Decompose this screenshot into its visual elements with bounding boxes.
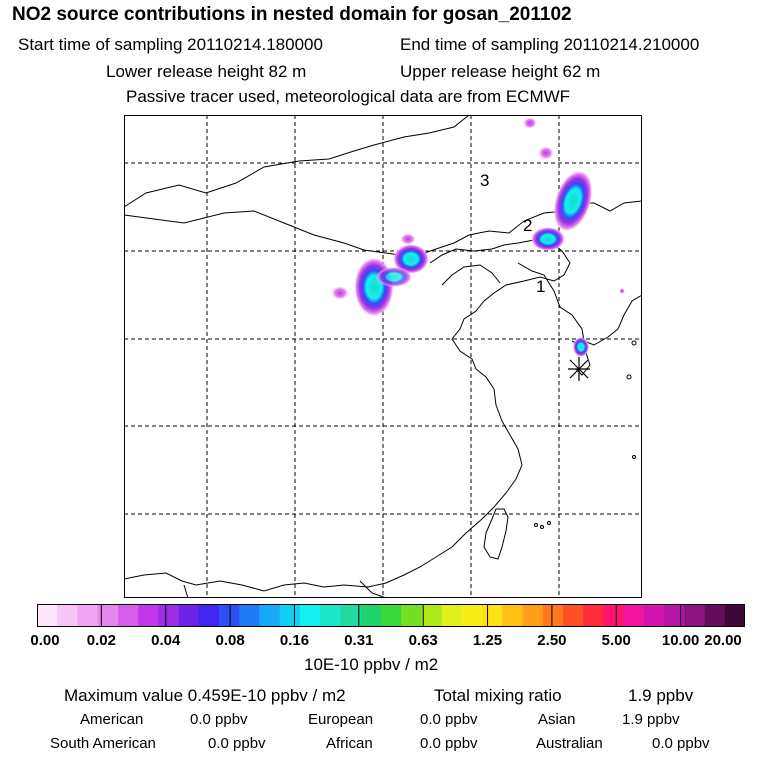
region-label-2: 2 (523, 216, 532, 235)
colorbar-swatch (117, 604, 139, 627)
plume-region-3 (553, 170, 593, 232)
colorbar-swatch (421, 604, 442, 627)
colorbar-swatch (664, 604, 685, 627)
plume-north-top (523, 117, 537, 129)
colorbar-swatch (542, 604, 564, 627)
colorbar-swatch (643, 604, 665, 627)
plume-west-faint (331, 286, 349, 300)
colorbar-swatch (704, 604, 726, 627)
colorbar-swatch (259, 604, 281, 627)
colorbar-swatch (77, 604, 98, 627)
region-label-3: 3 (480, 171, 489, 190)
colorbar-swatch (340, 604, 361, 627)
colorbar-tick-label: 10.00 (661, 632, 700, 649)
colorbar-swatch (724, 604, 745, 627)
plume-west-link (376, 267, 412, 287)
plume-west-a (354, 257, 394, 317)
colorbar-swatch (482, 604, 503, 627)
colorbar-tick-label: 0.00 (30, 632, 60, 649)
plume-region-2 (531, 227, 565, 251)
region-name-european: European (308, 711, 374, 728)
sampling-end: End time of sampling 20110214.210000 (400, 35, 700, 54)
region-name-australian: Australian (536, 735, 603, 752)
receptor-asterisk-icon (568, 357, 590, 381)
colorbar-swatch (360, 604, 382, 627)
region-name-south-american: South American (50, 735, 156, 752)
region-value-european: 0.0 ppbv (420, 711, 478, 728)
colorbar-swatch (603, 604, 624, 627)
colorbar-swatch (623, 604, 645, 627)
colorbar-swatch (320, 604, 341, 627)
plume-north-mid (538, 146, 554, 160)
total-mixing-ratio-value: 1.9 ppbv (628, 686, 694, 705)
region-value-south-american: 0.0 ppbv (208, 735, 266, 752)
region-value-asian: 1.9 ppbv (622, 711, 680, 728)
plume-east-faint (619, 288, 625, 294)
colorbar-swatch (198, 604, 220, 627)
colorbar-swatch (684, 604, 705, 627)
colorbar-swatch (502, 604, 523, 627)
colorbar-tick-label: 0.08 (215, 632, 245, 649)
colorbar-swatch (380, 604, 402, 627)
region-value-australian: 0.0 ppbv (652, 735, 710, 752)
colorbar-swatch (461, 604, 483, 627)
colorbar-swatch (522, 604, 544, 627)
colorbar-swatch (239, 604, 260, 627)
nested-domain-map: 3 2 1 (124, 115, 642, 598)
colorbar-swatch (178, 604, 200, 627)
plume-west-b (393, 244, 429, 274)
upper-release-height: Upper release height 62 m (400, 62, 601, 81)
colorbar-tick-label: 0.31 (344, 632, 374, 649)
colorbar-tick-label: 0.04 (151, 632, 181, 649)
colorbar-swatch (158, 604, 179, 627)
plume-west-top (400, 233, 416, 245)
tracer-note: Passive tracer used, meteorological data… (126, 87, 571, 106)
colorbar-swatch (219, 604, 240, 627)
colorbar-tick-label: 0.02 (86, 632, 116, 649)
region-value-african: 0.0 ppbv (420, 735, 478, 752)
plume-korea (573, 337, 589, 357)
colorbar-swatch (299, 604, 321, 627)
colorbar-swatch (401, 604, 422, 627)
colorbar (37, 604, 745, 627)
colorbar-swatch (97, 604, 119, 627)
colorbar-swatch (279, 604, 301, 627)
colorbar-tick-label: 20.00 (704, 632, 742, 649)
colorbar-swatch (583, 604, 604, 627)
region-name-asian: Asian (538, 711, 576, 728)
total-mixing-ratio-label: Total mixing ratio (434, 686, 562, 705)
max-value: Maximum value 0.459E-10 ppbv / m2 (64, 686, 346, 705)
colorbar-tick-label: 0.16 (279, 632, 310, 649)
region-name-american: American (80, 711, 144, 728)
region-name-african: African (326, 735, 373, 752)
colorbar-swatch (57, 604, 78, 627)
colorbar-tick-label: 0.63 (408, 632, 438, 649)
colorbar-swatch (37, 604, 58, 627)
colorbar-border (37, 604, 745, 627)
colorbar-tick-label: 2.50 (537, 632, 567, 649)
lower-release-height: Lower release height 82 m (106, 62, 307, 81)
region-label-1: 1 (536, 277, 545, 296)
chart-title: NO2 source contributions in nested domai… (12, 4, 572, 25)
colorbar-swatch (562, 604, 584, 627)
concentration-plumes (331, 117, 625, 357)
colorbar-tick-label: 1.25 (472, 632, 503, 649)
colorbar-swatch (441, 604, 463, 627)
colorbar-swatch (138, 604, 159, 627)
sampling-start: Start time of sampling 20110214.180000 (18, 35, 323, 54)
colorbar-unit: 10E-10 ppbv / m2 (304, 655, 439, 674)
region-value-american: 0.0 ppbv (190, 711, 248, 728)
colorbar-tick-label: 5.00 (601, 632, 631, 649)
region-labels: 3 2 1 (480, 171, 545, 296)
